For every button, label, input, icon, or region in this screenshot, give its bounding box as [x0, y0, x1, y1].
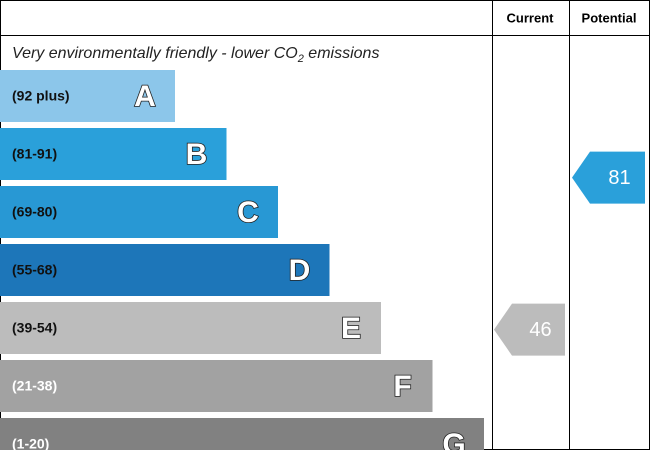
band-letter: G — [442, 428, 465, 450]
band-bar — [0, 302, 381, 354]
band-bar — [0, 186, 278, 238]
band-range: (81-91) — [12, 146, 57, 162]
potential-arrow — [572, 151, 645, 204]
band-letter: C — [237, 196, 259, 229]
current-label: 46 — [529, 319, 551, 341]
potential-header: Potential — [582, 10, 637, 25]
potential-label: 81 — [608, 167, 630, 189]
band-bar — [0, 128, 227, 180]
band-bar — [0, 360, 433, 412]
band-range: (1-20) — [12, 436, 49, 450]
band-range: (21-38) — [12, 378, 57, 394]
band-range: (39-54) — [12, 320, 57, 336]
subtitle-text: emissions — [304, 45, 380, 62]
band-bar — [0, 418, 484, 450]
band-letter: E — [341, 312, 361, 345]
band-letter: B — [186, 138, 208, 171]
band-letter: A — [134, 80, 156, 113]
subtitle: Very environmentally friendly - lower CO… — [12, 45, 379, 65]
band-range: (69-80) — [12, 204, 57, 220]
band-bar — [0, 70, 175, 122]
current-arrow — [494, 303, 565, 356]
band-range: (55-68) — [12, 262, 57, 278]
band-letter: D — [289, 254, 311, 287]
subtitle-subscript: 2 — [297, 53, 304, 65]
subtitle-text: Very environmentally friendly - lower CO — [12, 45, 298, 62]
current-header: Current — [507, 10, 555, 25]
band-range: (92 plus) — [12, 88, 70, 104]
band-bar — [0, 244, 330, 296]
band-letter: F — [393, 370, 411, 403]
